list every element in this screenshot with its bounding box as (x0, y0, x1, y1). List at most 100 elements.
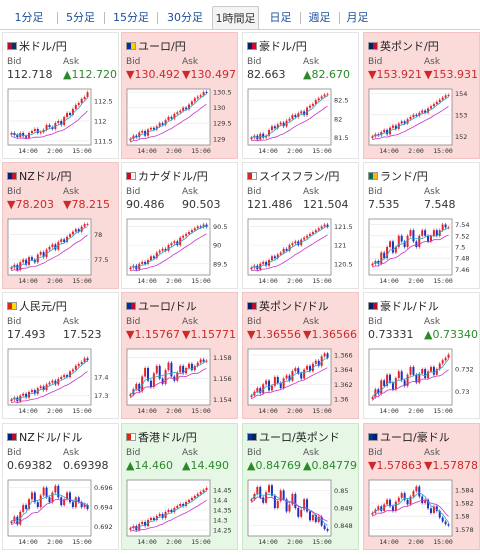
rate-chart[interactable]: 154 153 152 14:00 2:00 15:00 (368, 88, 475, 156)
candle-body (435, 369, 438, 375)
pair-title[interactable]: NZドル/ドル (7, 429, 82, 444)
candle-body (424, 499, 427, 504)
pair-title[interactable]: NZドル/円 (7, 168, 71, 183)
rate-chart[interactable]: 17.4 17.3 14:00 2:00 15:00 (7, 348, 114, 416)
rate-panel[interactable]: ユーロ/豪ドル Bid Ask ▼1.57863 ▼1.57878 1.584 1.582 1… (363, 423, 480, 550)
rate-chart[interactable]: 130.5 130 129.5 129 14:00 2:00 15:00 (126, 88, 233, 156)
candle-body (441, 517, 444, 522)
rate-panel[interactable]: ユーロ/英ポンド Bid Ask ▲0.84769 ▲0.84779 0.85 0.849 0… (242, 423, 359, 550)
rate-chart[interactable]: 121.5 121 120.5 14:00 2:00 15:00 (247, 218, 354, 286)
rate-panel[interactable]: 英ポンド/円 Bid Ask ▼153.921 ▼153.931 154 153 152 14:… (363, 32, 480, 159)
candle-body (412, 491, 415, 497)
pair-title[interactable]: 豪ドル/円 (247, 38, 307, 53)
pair-title[interactable]: ユーロ/ドル (126, 298, 197, 313)
candle-body (39, 132, 42, 134)
rate-chart[interactable]: 112.5 112 111.5 14:00 2:00 15:00 (7, 88, 114, 156)
candle-body (74, 365, 77, 370)
pair-title[interactable]: スイスフラン/円 (247, 168, 339, 183)
rate-panel[interactable]: 人民元/円 Bid Ask 17.493 17.523 17.4 17.3 14:00 2:00… (2, 292, 119, 419)
candle-body (403, 493, 406, 500)
rate-chart[interactable]: 0.696 0.694 0.692 14:00 2:00 15:00 (7, 479, 114, 547)
y-tick-label: 0.73 (455, 388, 469, 396)
ma-slow-line (251, 105, 328, 142)
rate-panel[interactable]: NZドル/ドル Bid Ask 0.69382 0.69398 0.696 0.694 0.6… (2, 423, 119, 550)
candle-body (300, 509, 303, 517)
tab-5min[interactable]: 5分足 (66, 11, 95, 24)
bid-label: Bid (368, 317, 383, 327)
x-tick-label: 15:00 (72, 538, 92, 546)
y-tick-label: 17.4 (94, 374, 108, 382)
rate-chart[interactable]: 7.54 7.52 7.5 7.48 7.46 14:00 2:00 15:00 (368, 218, 475, 286)
candle-body (406, 235, 409, 247)
rate-panel[interactable]: ランド/円 Bid Ask 7.535 7.548 7.54 7.52 7.5 7.48 7.46… (363, 162, 480, 289)
rate-chart[interactable]: 90.5 90 89.5 14:00 2:00 15:00 (126, 218, 233, 286)
rate-chart[interactable]: 0.732 0.73 14:00 2:00 15:00 (368, 348, 475, 416)
pair-title[interactable]: カナダドル/円 (126, 168, 208, 183)
pair-title[interactable]: 豪ドル/ドル (368, 298, 439, 313)
candle-body (406, 374, 409, 386)
candle-body (60, 121, 63, 125)
candle-body (86, 505, 89, 509)
candle-body (22, 259, 25, 263)
candle-body (176, 372, 179, 381)
pair-name: ユーロ/豪ドル (380, 431, 450, 444)
pair-title[interactable]: 英ポンド/円 (368, 38, 439, 53)
rate-panel[interactable]: カナダドル/円 Bid Ask 90.486 90.503 90.5 90 89.5 14:00… (121, 162, 238, 289)
currency-flag-icon (126, 433, 136, 441)
candle-body (291, 115, 294, 119)
tab-daily[interactable]: 日足 (269, 11, 292, 24)
tab-monthly[interactable]: 月足 (346, 11, 369, 24)
candle-body (173, 508, 176, 512)
tab-15min[interactable]: 15分足 (113, 11, 149, 24)
pair-title[interactable]: 米ドル/円 (7, 38, 67, 53)
candle-body (389, 241, 392, 247)
candle-body (205, 488, 208, 490)
x-tick-label: 15:00 (433, 277, 453, 285)
rate-panel[interactable]: スイスフラン/円 Bid Ask 121.486 121.504 121.5 121 120.… (242, 162, 359, 289)
pair-title[interactable]: ランド/円 (368, 168, 428, 183)
candle-body (282, 122, 285, 127)
rate-panel[interactable]: 豪ドル/円 Bid Ask 82.663 ▲82.670 82.5 82 81.5 14:00 2… (242, 32, 359, 159)
rate-chart[interactable]: 0.85 0.849 0.848 14:00 2:00 15:00 (247, 479, 354, 547)
rate-chart[interactable]: 78 77.5 14:00 2:00 15:00 (7, 218, 114, 286)
rate-chart[interactable]: 14.45 14.4 14.35 14.3 14.25 14:00 2:00 15:00 (126, 479, 233, 547)
rate-chart[interactable]: 82.5 82 81.5 14:00 2:00 15:00 (247, 88, 354, 156)
bid-value: 112.718 (7, 68, 53, 81)
candle-body (285, 248, 288, 251)
rate-panel[interactable]: 米ドル/円 Bid Ask 112.718 ▲112.720 112.5 112 111.5 1… (2, 32, 119, 159)
pair-title[interactable]: ユーロ/円 (126, 38, 186, 53)
pair-title[interactable]: 人民元/円 (7, 298, 67, 313)
rate-panel[interactable]: ユーロ/円 Bid Ask ▼130.492 ▼130.497 130.5 130 129.5… (121, 32, 238, 159)
rate-panel[interactable]: 豪ドル/ドル Bid Ask 0.73331 ▲0.73340 0.732 0.73 14:0… (363, 292, 480, 419)
pair-title[interactable]: ユーロ/英ポンド (247, 429, 340, 444)
rate-chart[interactable]: 1.366 1.364 1.362 1.36 14:00 2:00 15:00 (247, 348, 354, 416)
pair-title[interactable]: ユーロ/豪ドル (368, 429, 450, 444)
tab-weekly[interactable]: 週足 (308, 11, 331, 24)
rate-chart[interactable]: 1.158 1.156 1.154 14:00 2:00 15:00 (126, 348, 233, 416)
ask-label: Ask (424, 317, 441, 327)
candle-body (435, 101, 438, 105)
currency-flag-icon (368, 433, 378, 441)
rate-panel[interactable]: ユーロ/ドル Bid Ask ▼1.15767 ▼1.15771 1.158 1.156 1.… (121, 292, 238, 419)
tab-separator (339, 12, 340, 24)
bid-value: 0.73331 (368, 328, 414, 341)
pair-title[interactable]: 英ポンド/ドル (247, 298, 329, 313)
candle-body (288, 245, 291, 251)
pair-title[interactable]: 香港ドル/円 (126, 429, 197, 444)
y-tick-label: 1.578 (455, 526, 474, 534)
candle-body (429, 235, 432, 242)
candle-body (300, 373, 303, 379)
tab-1min[interactable]: 1分足 (14, 11, 44, 24)
rate-chart[interactable]: 1.584 1.582 1.58 1.578 14:00 2:00 15:00 (368, 479, 475, 547)
rate-panel[interactable]: NZドル/円 Bid Ask ▼78.203 ▼78.215 78 77.5 14:00 2:0… (2, 162, 119, 289)
tab-1hour[interactable]: 1時間足 (212, 6, 259, 30)
candle-body (144, 131, 147, 136)
y-tick-label: 0.692 (94, 523, 113, 531)
candle-body (314, 515, 317, 522)
y-tick-label: 7.46 (455, 266, 469, 274)
candle-body (80, 226, 83, 232)
tab-30min[interactable]: 30分足 (167, 11, 203, 24)
rate-panel[interactable]: 英ポンド/ドル Bid Ask ▼1.36556 ▼1.36566 1.366 1.364 1… (242, 292, 359, 419)
candle-body (173, 376, 176, 381)
rate-panel[interactable]: 香港ドル/円 Bid Ask ▲14.460 ▲14.490 14.45 14.4 14.35… (121, 423, 238, 550)
